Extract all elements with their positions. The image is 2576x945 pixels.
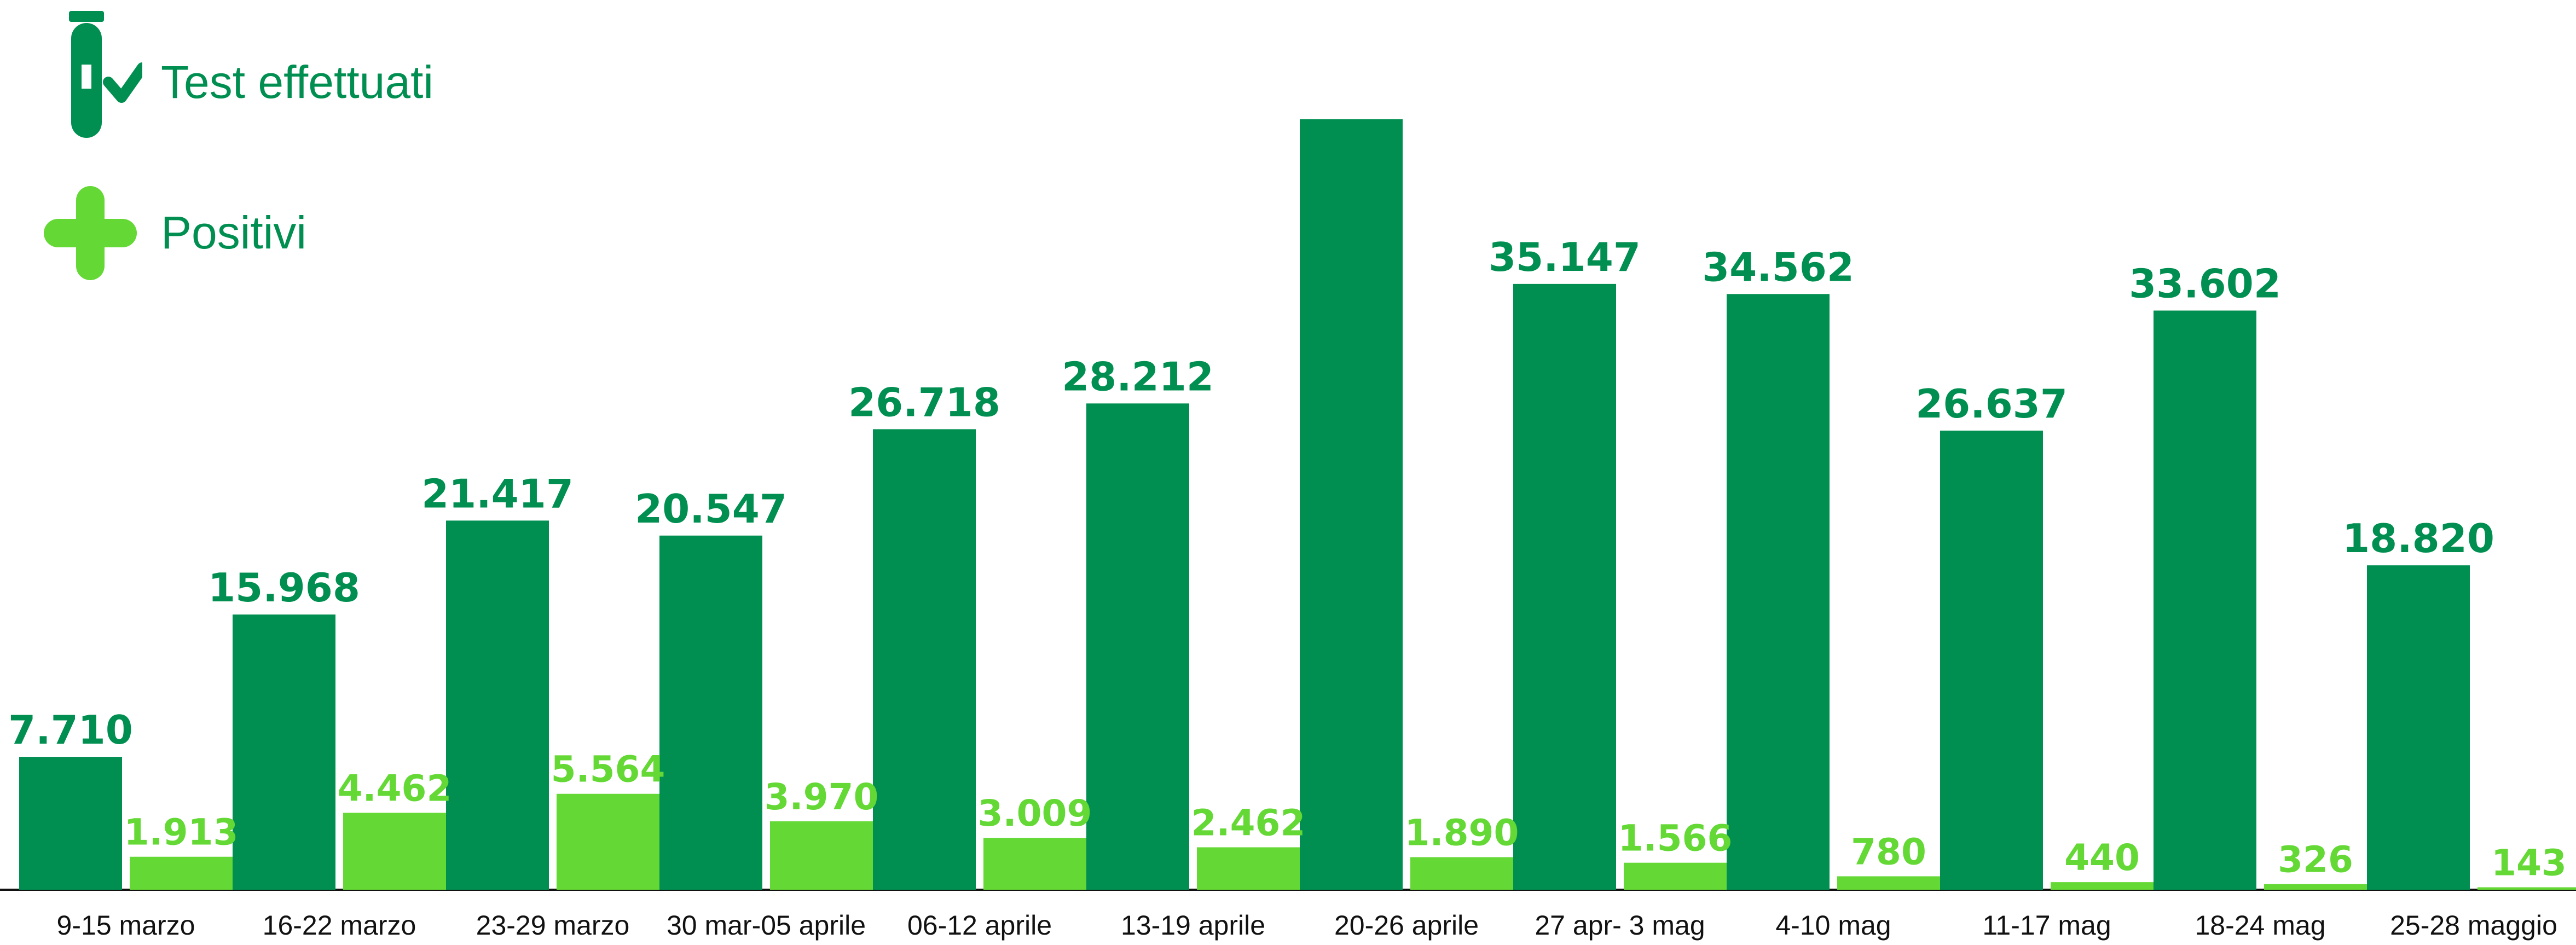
bar-positives-8 <box>1837 876 1940 890</box>
bar-positives-2 <box>557 794 659 890</box>
legend-item-positives: Positivi <box>44 181 306 285</box>
bar-positives-4 <box>983 838 1086 890</box>
value-label-tests-9: 26.637 <box>1915 381 2068 427</box>
value-label-positives-1: 4.462 <box>338 767 452 809</box>
plus-cross-icon <box>44 181 142 285</box>
x-tick-labels-layer: 9-15 marzo 16-22 marzo 23-29 marzo 30 mar-0… <box>57 910 2557 941</box>
x-tick-label-6: 20-26 aprile <box>1334 910 1479 941</box>
bar-positives-7 <box>1624 863 1727 890</box>
bar-positives-5 <box>1197 847 1300 890</box>
bar-tests-11 <box>2367 565 2470 890</box>
x-tick-label-11: 25-28 maggio <box>2390 910 2557 941</box>
bar-tests-8 <box>1727 294 1830 890</box>
value-label-positives-2: 5.564 <box>551 749 665 791</box>
bar-tests-2 <box>446 520 549 890</box>
x-tick-label-7: 27 apr- 3 mag <box>1535 910 1705 941</box>
bar-tests-9 <box>1940 431 2043 890</box>
bar-positives-6 <box>1410 857 1513 890</box>
value-label-tests-10: 33.602 <box>2129 261 2281 307</box>
value-label-tests-7: 35.147 <box>1489 234 1641 280</box>
bar-tests-6 <box>1300 119 1403 890</box>
test-tube-check-icon <box>44 11 142 153</box>
value-label-tests-8: 34.562 <box>1702 244 1854 290</box>
value-label-tests-0: 7.710 <box>8 707 133 753</box>
bar-tests-5 <box>1086 403 1189 890</box>
x-tick-label-3: 30 mar-05 aprile <box>667 910 866 941</box>
value-label-tests-2: 21.417 <box>421 471 574 517</box>
bar-tests-4 <box>873 429 976 890</box>
x-tick-label-0: 9-15 marzo <box>57 910 195 941</box>
value-label-positives-8: 780 <box>1851 831 1926 873</box>
bar-tests-10 <box>2154 311 2256 890</box>
bar-positives-9 <box>2051 882 2154 890</box>
legend-item-tests: Test effettuati <box>44 11 433 153</box>
value-label-positives-11: 143 <box>2491 842 2567 884</box>
legend-label-tests: Test effettuati <box>161 56 433 109</box>
x-tick-label-10: 18-24 mag <box>2195 910 2325 941</box>
x-tick-label-2: 23-29 marzo <box>476 910 630 941</box>
x-tick-label-5: 13-19 aprile <box>1121 910 1265 941</box>
value-label-positives-10: 326 <box>2278 839 2353 881</box>
legend-label-positives: Positivi <box>161 206 306 259</box>
bar-tests-0 <box>19 757 122 890</box>
x-tick-label-8: 4-10 mag <box>1775 910 1891 941</box>
value-label-positives-9: 440 <box>2064 837 2140 879</box>
value-label-tests-3: 20.547 <box>635 486 787 532</box>
bar-positives-0 <box>130 857 233 890</box>
x-tick-label-4: 06-12 aprile <box>907 910 1052 941</box>
value-label-positives-4: 3.009 <box>978 792 1092 834</box>
value-label-tests-1: 15.968 <box>208 565 360 611</box>
bar-positives-10 <box>2264 884 2367 890</box>
value-label-tests-11: 18.820 <box>2342 515 2494 561</box>
value-label-positives-0: 1.913 <box>124 811 239 854</box>
bar-tests-1 <box>233 614 335 890</box>
bar-positives-11 <box>2477 887 2576 890</box>
x-tick-label-9: 11-17 mag <box>1982 910 2111 941</box>
value-label-positives-6: 1.890 <box>1405 811 1519 854</box>
value-label-positives-5: 2.462 <box>1191 802 1306 844</box>
value-label-tests-4: 26.718 <box>848 379 1000 425</box>
bar-tests-7 <box>1513 284 1616 890</box>
bar-positives-1 <box>343 813 446 890</box>
bar-tests-3 <box>659 536 762 890</box>
x-tick-label-1: 16-22 marzo <box>263 910 416 941</box>
bar-positives-3 <box>770 821 873 890</box>
value-label-tests-5: 28.212 <box>1062 353 1214 399</box>
value-label-positives-3: 3.970 <box>765 776 879 818</box>
value-label-positives-7: 1.566 <box>1618 818 1733 860</box>
